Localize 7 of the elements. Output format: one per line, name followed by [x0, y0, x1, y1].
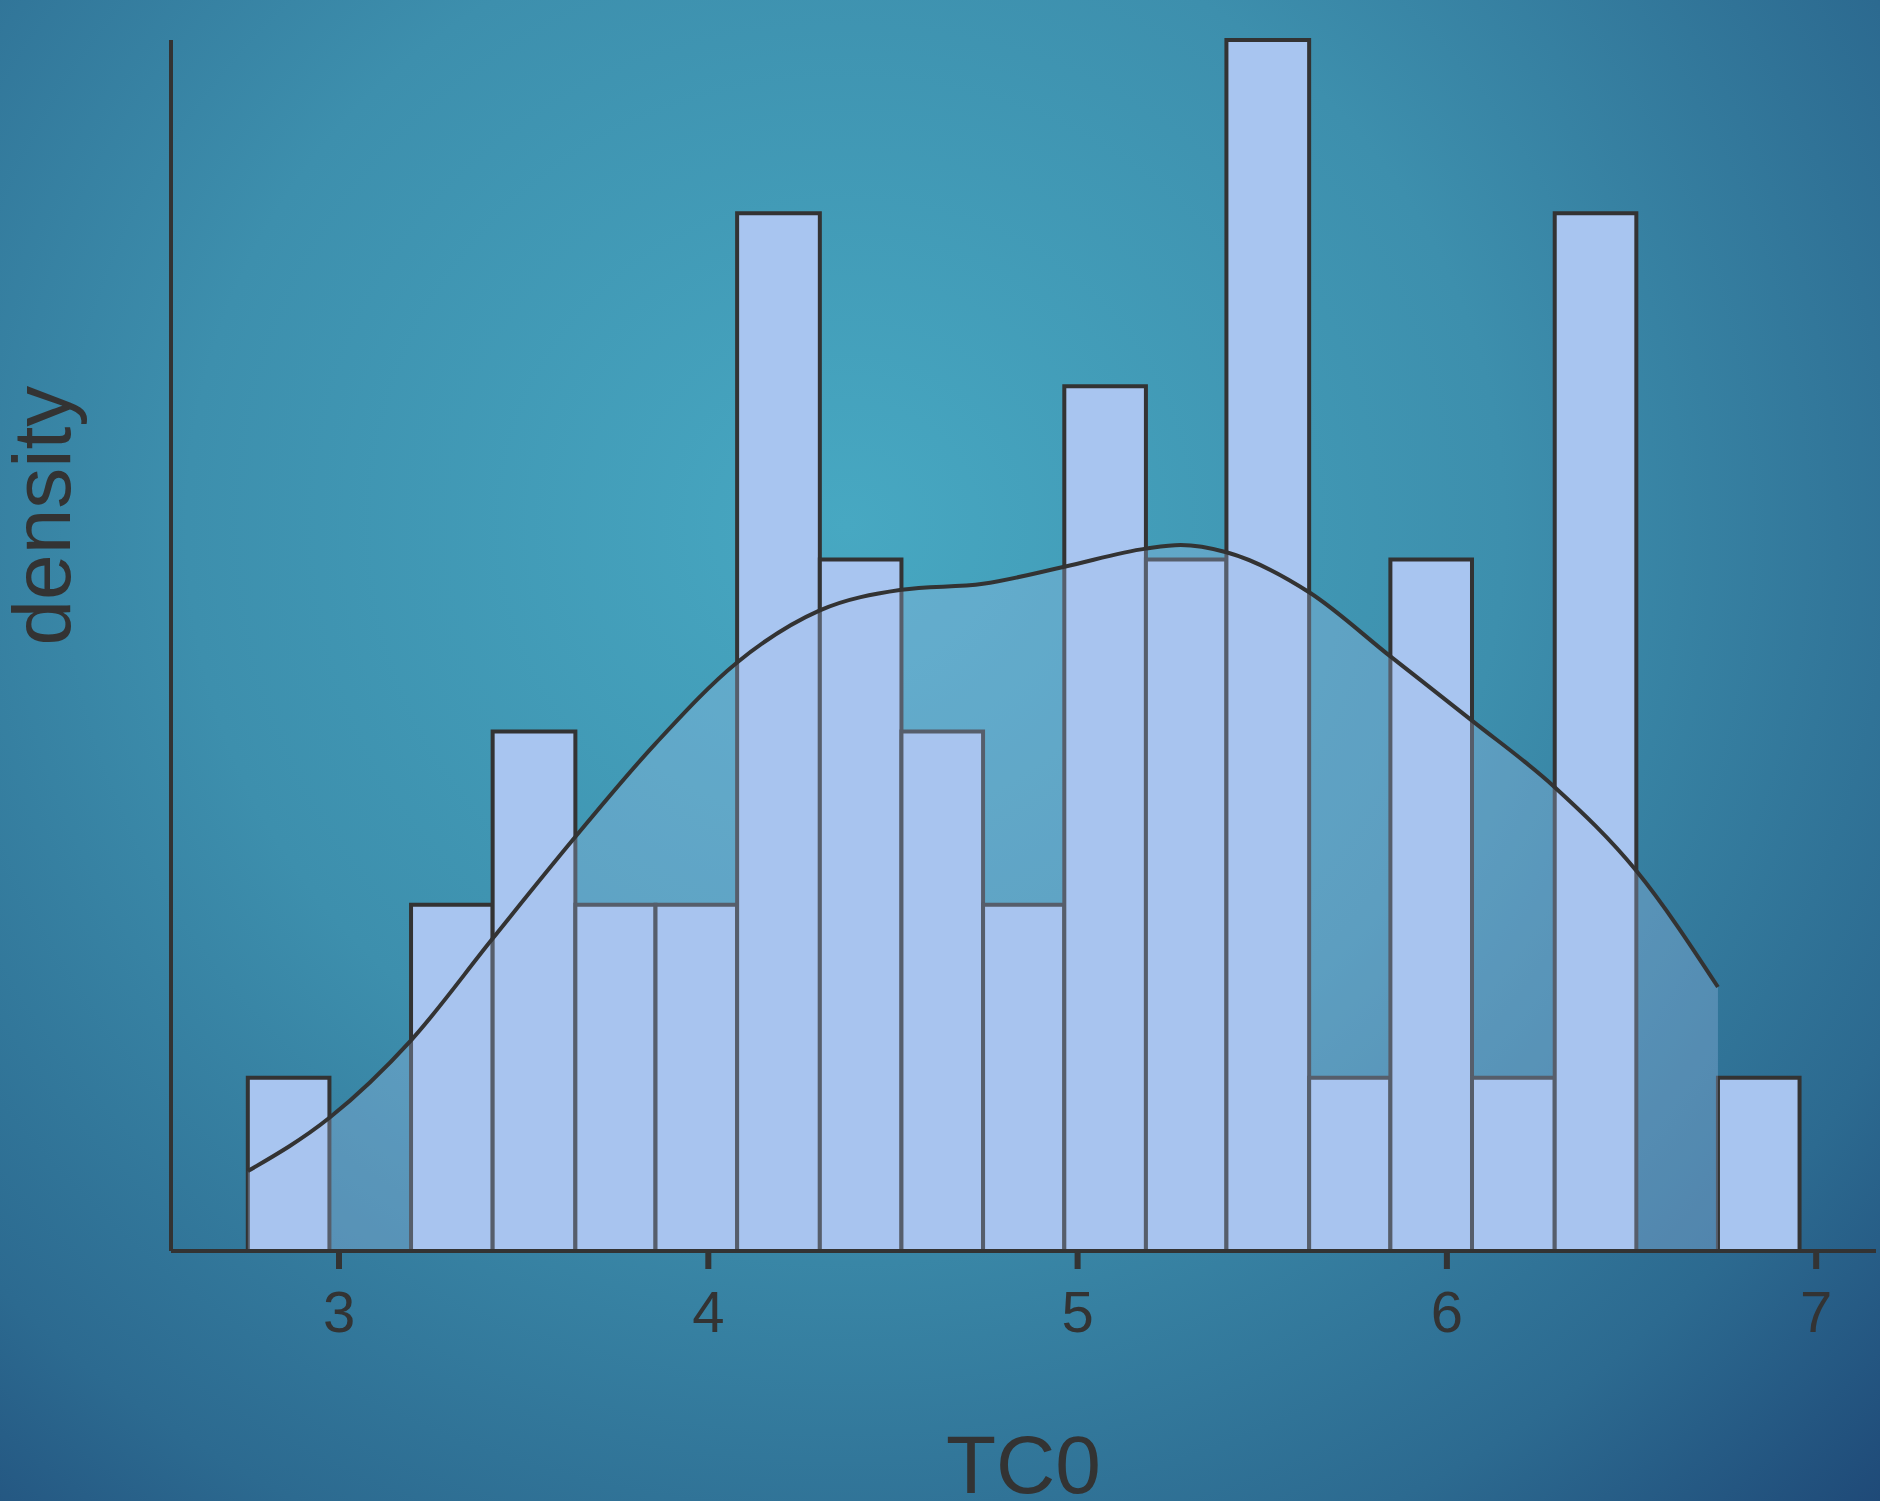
y-axis-title: density: [0, 385, 88, 646]
x-tick-label: 5: [1061, 1279, 1094, 1345]
x-axis-title: TC0: [946, 1419, 1101, 1501]
x-tick-label: 3: [322, 1279, 356, 1345]
x-tick-label: 4: [692, 1279, 725, 1345]
x-tick-label: 6: [1430, 1279, 1464, 1345]
x-tick-label: 7: [1800, 1279, 1833, 1345]
